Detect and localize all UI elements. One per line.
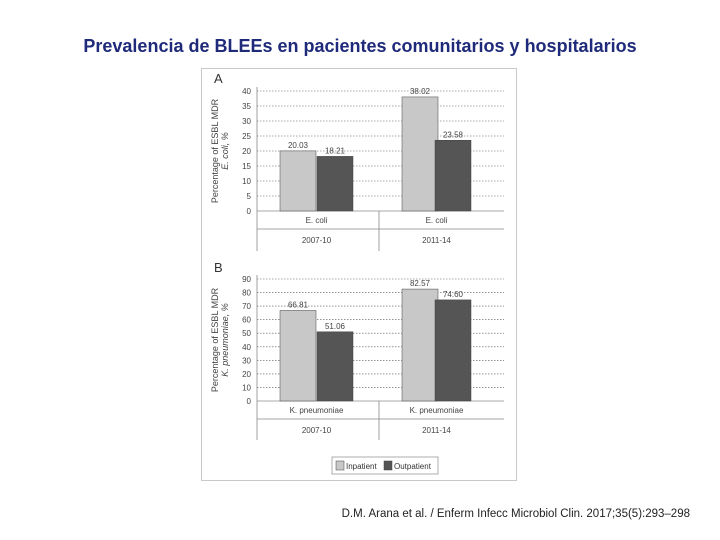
panel-b-ytick-label: 60 [242,316,251,325]
panel-b-bar-inpatient-0 [279,310,317,402]
panel-a-ytick-label: 30 [242,117,251,126]
panel-b-ytick-label: 90 [242,275,251,284]
panel-a-ytick-label: 35 [242,102,251,111]
panel-a-data-label: 38.02 [410,87,431,96]
legend-label-outpatient: Outpatient [394,462,432,471]
panel-a-ytick-label: 15 [242,162,251,171]
panel-a-bar-inpatient-1 [401,96,439,212]
panel-b-category-label: 2007-10 [302,426,332,435]
citation: D.M. Arana et al. / Enferm Infecc Microb… [341,508,690,520]
panel-b-ylabel-line2: K. pneumoniae, % [220,303,230,377]
panel-b-data-label: 51.06 [325,322,346,331]
panel-b-data-label: 74.60 [443,290,464,299]
panel-a-bar-outpatient-0 [316,156,354,212]
panel-a-bar-outpatient-1 [434,140,472,212]
panel-b-ytick-label: 0 [247,397,252,406]
legend-swatch-inpatient [335,460,345,471]
panel-b-category-sublabel: K. pneumoniae [290,406,344,415]
panel-a-ylabel-line1: Percentage of ESBL MDR [210,98,220,203]
panel-b-ytick-label: 70 [242,302,251,311]
panel-b-bar-outpatient-1 [434,299,472,402]
panel-a-category-label: 2011-14 [422,236,451,245]
panel-a-bar-inpatient-0 [279,150,317,212]
panel-b-letter: B [214,260,223,275]
panel-a-ytick-label: 5 [247,192,252,201]
panel-b-ytick-label: 40 [242,343,251,352]
panel-a-category-label: 2007-10 [302,236,332,245]
legend-label-inpatient: Inpatient [346,462,377,471]
panel-b-ytick-label: 10 [242,383,251,392]
panel-b-ytick-label: 80 [242,289,251,298]
panel-b-category-sublabel: K. pneumoniae [410,406,464,415]
panel-b-ytick-label: 50 [242,329,251,338]
panel-b-category-label: 2011-14 [422,426,451,435]
panel-a-data-label: 18.21 [325,146,346,155]
panel-b-ytick-label: 20 [242,370,251,379]
panel-a-category-sublabel: E. coli [426,216,448,225]
panel-a-data-label: 20.03 [288,141,309,150]
panel-b-ylabel-line1: Percentage of ESBL MDR [210,287,220,392]
panel-b-data-label: 66.81 [288,300,309,309]
figure-panel: A Percentage of ESBL MDR E. coli, % 0 5 10 15 2… [201,68,517,481]
panel-b-bar-inpatient-1 [401,288,439,402]
panel-a-ytick-label: 20 [242,147,251,156]
panel-a-data-label: 23.58 [443,130,464,139]
legend-swatch-outpatient [383,460,393,471]
panel-b-ytick-label: 30 [242,356,251,365]
panel-b-data-label: 82.57 [410,279,431,288]
panel-a-letter: A [214,71,223,86]
panel-a-ytick-label: 10 [242,177,251,186]
panel-a-category-sublabel: E. coli [306,216,328,225]
slide-title: Prevalencia de BLEEs en pacientes comuni… [83,36,637,56]
panel-a-ytick-label: 0 [247,207,252,216]
panel-a-ytick-label: 25 [242,132,251,141]
panel-a-ylabel-line2: E. coli, % [220,132,230,170]
panel-a-ytick-label: 40 [242,87,251,96]
panel-b-bar-outpatient-0 [316,331,354,402]
